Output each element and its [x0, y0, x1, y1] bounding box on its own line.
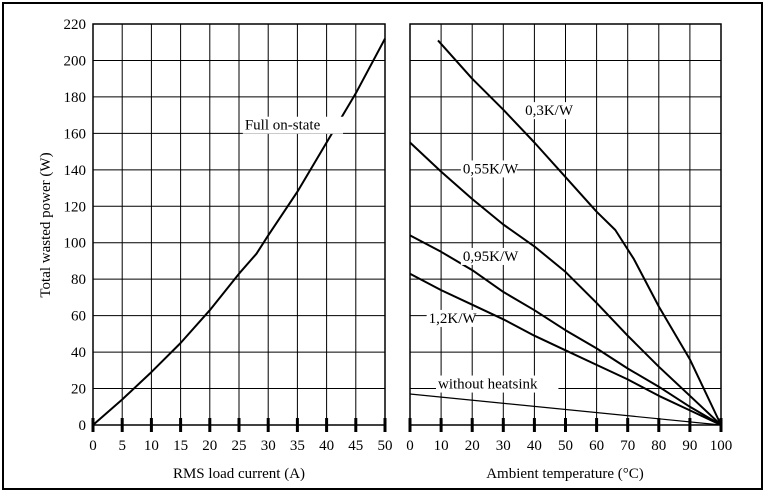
x-tick-label: 40: [319, 438, 334, 454]
x-tick-label: 80: [651, 438, 666, 454]
x-tick-label: 60: [589, 438, 604, 454]
x-tick-label: 30: [261, 438, 276, 454]
y-tick-label: 180: [64, 90, 87, 106]
x-tick-label: 50: [378, 438, 393, 454]
series-label: 0,95K/W: [463, 249, 519, 265]
y-tick-label: 200: [64, 53, 87, 69]
y-tick-label: 220: [64, 17, 87, 33]
x-tick-label: 50: [558, 438, 573, 454]
y-tick-label: 80: [71, 272, 86, 288]
left-x-axis-label: RMS load current (A): [173, 466, 305, 482]
label-background: [242, 116, 344, 134]
y-tick-label: 120: [64, 199, 87, 215]
series-label: without heatsink: [438, 377, 538, 393]
y-tick-label: 40: [71, 345, 86, 361]
right-x-axis-label: Ambient temperature (°C): [486, 466, 644, 482]
series-label: 0,55K/W: [463, 161, 519, 177]
x-tick-label: 5: [118, 438, 126, 454]
y-tick-label: 0: [79, 418, 87, 434]
x-tick-label: 70: [620, 438, 635, 454]
y-tick-labels: 0 20 40 60 80 100 120 140 160 180 200 220: [64, 17, 87, 434]
right-x-tick-labels: 0 10 20 30 40 50 60 70 80 90 100: [406, 438, 732, 454]
series-line: [409, 393, 722, 426]
series-label: 1,2K/W: [429, 311, 478, 327]
series-line: [409, 272, 722, 426]
x-tick-label: 0: [406, 438, 414, 454]
x-tick-label: 20: [202, 438, 217, 454]
right-tick-marks: [408, 418, 723, 432]
right-curves: [409, 39, 722, 426]
x-tick-label: 20: [465, 438, 480, 454]
left-tick-marks: [91, 418, 387, 432]
x-tick-label: 25: [232, 438, 247, 454]
y-tick-label: 60: [71, 309, 86, 325]
x-tick-label: 90: [682, 438, 697, 454]
x-tick-label: 40: [527, 438, 542, 454]
series-line: [409, 141, 722, 426]
left-x-tick-labels: 0 5 10 15 20 25 30 35 40 45 50: [89, 438, 392, 454]
x-tick-label: 15: [173, 438, 188, 454]
y-tick-label: 20: [71, 382, 86, 398]
x-tick-label: 100: [710, 438, 733, 454]
x-tick-label: 45: [348, 438, 363, 454]
x-tick-label: 30: [496, 438, 511, 454]
y-axis-label: Total wasted power (W): [38, 152, 54, 297]
label-background: [523, 102, 572, 120]
y-tick-label: 160: [64, 126, 87, 142]
x-tick-label: 10: [434, 438, 449, 454]
series-label: Full on-state: [245, 118, 321, 134]
y-tick-label: 140: [64, 163, 87, 179]
series-line: [92, 38, 386, 426]
x-tick-label: 35: [290, 438, 305, 454]
series-labels: Full on-state 0,3K/W 0,55K/W 0,95K/W 1,2K/W w…: [242, 102, 574, 393]
x-tick-label: 10: [144, 438, 159, 454]
y-tick-label: 100: [64, 236, 87, 252]
left-curves: [92, 38, 386, 426]
x-tick-label: 0: [89, 438, 97, 454]
series-label: 0,3K/W: [525, 103, 574, 119]
label-background: [435, 375, 559, 393]
series-line: [437, 39, 722, 426]
label-background: [426, 309, 476, 327]
label-background: [460, 160, 517, 178]
label-background: [460, 247, 517, 265]
